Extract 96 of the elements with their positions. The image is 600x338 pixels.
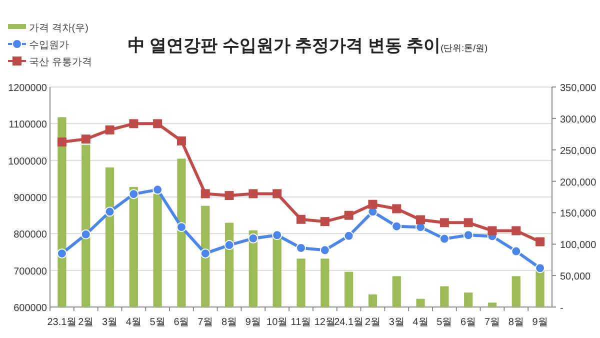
bar — [512, 276, 520, 307]
x-tick-label: 10월 — [266, 317, 288, 328]
point — [488, 226, 497, 236]
y2-tick-label: 250,000 — [560, 146, 597, 157]
x-tick-label: 2월 — [364, 317, 380, 328]
bar — [201, 206, 210, 307]
bar — [105, 167, 114, 307]
point — [368, 200, 378, 209]
bar — [58, 117, 66, 307]
point — [392, 204, 402, 214]
y2-tick-label: 300,000 — [560, 114, 597, 126]
x-tick-label: 5월 — [150, 317, 166, 328]
x-tick-label: 4월 — [126, 317, 142, 328]
bar — [320, 258, 330, 307]
bar — [368, 294, 378, 307]
legend-label: 수입원가 — [29, 40, 69, 51]
bar — [416, 298, 425, 307]
point — [105, 125, 114, 134]
bar — [488, 302, 497, 307]
point — [200, 248, 210, 258]
bar — [464, 292, 473, 307]
point — [81, 134, 90, 144]
y2-tick-label: - — [560, 303, 564, 314]
point — [296, 242, 306, 253]
x-tick-label: 23.1월 — [47, 317, 77, 328]
point — [320, 245, 330, 256]
point — [200, 189, 210, 198]
point — [512, 226, 521, 236]
point — [440, 218, 449, 228]
x-tick-label: 6월 — [174, 317, 190, 328]
point — [463, 230, 474, 240]
point — [56, 248, 67, 258]
point — [272, 189, 282, 198]
y-tick-label: 700000 — [14, 266, 48, 278]
point — [152, 184, 163, 195]
bar — [129, 186, 138, 307]
y2-tick-label: 50,000 — [560, 272, 592, 283]
point — [224, 240, 234, 250]
bar — [177, 158, 186, 307]
x-tick-label: 8월 — [222, 317, 238, 328]
y2-tick-label: 350,000 — [560, 83, 597, 94]
x-tick-label: 3월 — [102, 317, 118, 328]
bar — [392, 276, 401, 307]
chart-subtitle: (단위:톤/원) — [440, 43, 488, 53]
point — [511, 246, 522, 256]
point — [464, 218, 473, 228]
point — [248, 233, 258, 244]
y-tick-label: 1000000 — [8, 156, 48, 168]
legend-label: 국산 유통가격 — [29, 57, 92, 68]
point — [416, 215, 426, 224]
x-tick-label: 9월 — [245, 317, 261, 328]
point — [129, 119, 138, 128]
bar — [440, 286, 449, 307]
y-tick-label: 900000 — [14, 193, 48, 204]
point — [57, 138, 66, 146]
point — [296, 214, 306, 224]
y-tick-label: 1200000 — [8, 83, 48, 94]
point — [104, 206, 115, 217]
y2-tick-label: 200,000 — [560, 177, 597, 188]
x-tick-label: 3월 — [388, 317, 404, 328]
point — [344, 210, 354, 220]
x-tick-label: 2월 — [78, 317, 94, 328]
x-tick-label: 9월 — [532, 317, 548, 328]
x-tick-label: 5월 — [436, 317, 452, 328]
bar — [153, 194, 162, 307]
x-tick-label: 12월 — [314, 317, 336, 328]
bar — [344, 272, 354, 307]
bar — [296, 258, 306, 307]
x-tick-label: 7월 — [484, 317, 500, 328]
point — [535, 263, 546, 274]
point — [80, 229, 91, 240]
y-tick-label: 600000 — [14, 303, 48, 314]
point — [153, 119, 162, 128]
y2-tick-label: 100,000 — [560, 240, 597, 252]
point — [224, 191, 234, 200]
x-tick-label: 6월 — [460, 317, 476, 328]
point — [320, 217, 330, 226]
y-tick-label: 800000 — [14, 230, 48, 241]
legend-label: 가격 격차(우) — [29, 23, 88, 34]
point — [344, 230, 354, 241]
y2-tick-label: 150,000 — [560, 208, 597, 220]
point — [439, 234, 450, 244]
x-tick-label: 11월 — [290, 317, 312, 328]
point — [248, 189, 258, 198]
point — [176, 136, 186, 146]
y-tick-label: 1100000 — [8, 120, 48, 131]
point — [176, 222, 186, 232]
point — [272, 230, 282, 240]
x-tick-label: 8월 — [508, 317, 524, 328]
x-tick-label: 7월 — [198, 317, 214, 328]
point — [392, 221, 402, 232]
x-tick-label: 24.1월 — [334, 317, 364, 328]
bar — [82, 144, 90, 307]
point — [536, 237, 545, 246]
x-tick-label: 4월 — [412, 317, 428, 328]
point — [128, 189, 139, 200]
